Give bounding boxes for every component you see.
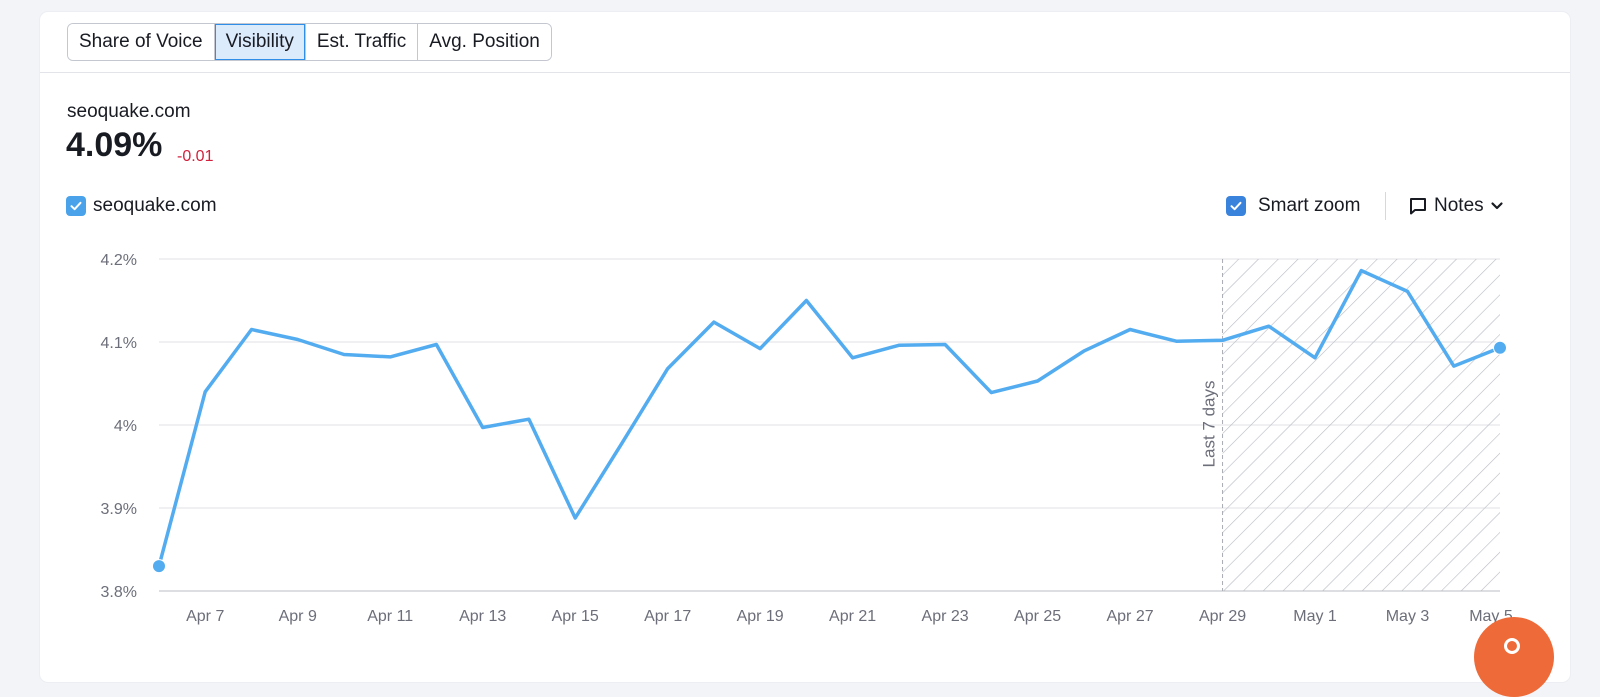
notes-label: Notes xyxy=(1434,195,1484,216)
summary-domain: seoquake.com xyxy=(67,101,191,122)
x-tick-label: Apr 15 xyxy=(552,608,599,625)
tab-visibility[interactable]: Visibility xyxy=(213,24,305,60)
checkmark-icon xyxy=(1230,201,1242,211)
x-tick-label: Apr 19 xyxy=(737,608,784,625)
help-chat-button[interactable] xyxy=(1474,617,1554,697)
last-7-days-label: Last 7 days xyxy=(1200,381,1219,468)
x-tick-label: May 1 xyxy=(1293,608,1337,625)
x-tick-label: Apr 11 xyxy=(367,608,413,625)
notes-dropdown[interactable]: Notes xyxy=(1408,193,1504,219)
y-tick-label: 4.2% xyxy=(101,252,137,269)
smart-zoom-checkbox[interactable] xyxy=(1226,196,1246,216)
visibility-line-chart: Last 7 days 3.8% 3.9% 4% 4.1% 4.2% Apr 7 Apr … xyxy=(101,252,1513,625)
chevron-down-icon xyxy=(1491,202,1503,210)
summary-delta: -0.01 xyxy=(177,148,214,165)
data-point-marker[interactable] xyxy=(152,559,166,574)
legend-label[interactable]: seoquake.com xyxy=(93,195,217,216)
smart-zoom-label[interactable]: Smart zoom xyxy=(1258,195,1361,216)
speech-bubble-icon xyxy=(1410,198,1426,215)
metric-tabs: Share of Voice Visibility Est. Traffic A… xyxy=(67,23,552,61)
last-7-days-region xyxy=(1222,259,1500,591)
x-tick-label: Apr 25 xyxy=(1014,608,1061,625)
x-tick-label: Apr 9 xyxy=(279,608,317,625)
x-tick-label: Apr 7 xyxy=(186,608,224,625)
tab-avg-position[interactable]: Avg. Position xyxy=(417,24,551,60)
x-tick-label: May 3 xyxy=(1386,608,1430,625)
x-tick-label: Apr 17 xyxy=(644,608,691,625)
x-tick-label: Apr 27 xyxy=(1106,608,1153,625)
checkmark-icon xyxy=(70,201,82,211)
y-tick-label: 4% xyxy=(114,418,137,435)
series-line-seoquake xyxy=(157,268,1502,568)
metric-tabs-bar: Share of Voice Visibility Est. Traffic A… xyxy=(40,12,1570,73)
data-point-marker[interactable] xyxy=(1493,340,1507,355)
visibility-card: Share of Voice Visibility Est. Traffic A… xyxy=(40,12,1570,682)
y-tick-label: 4.1% xyxy=(101,335,137,352)
tab-est-traffic[interactable]: Est. Traffic xyxy=(304,24,418,60)
tab-share-of-voice[interactable]: Share of Voice xyxy=(68,24,214,60)
x-tick-label: Apr 23 xyxy=(922,608,969,625)
x-tick-label: Apr 29 xyxy=(1199,608,1246,625)
legend-checkbox[interactable] xyxy=(66,196,86,216)
x-tick-label: Apr 21 xyxy=(829,608,876,625)
y-tick-label: 3.8% xyxy=(101,584,137,601)
controls-divider xyxy=(1385,192,1386,220)
x-tick-label: Apr 13 xyxy=(459,608,506,625)
y-tick-label: 3.9% xyxy=(101,501,137,518)
chat-icon xyxy=(1504,638,1520,654)
summary-value: 4.09% xyxy=(66,126,163,164)
